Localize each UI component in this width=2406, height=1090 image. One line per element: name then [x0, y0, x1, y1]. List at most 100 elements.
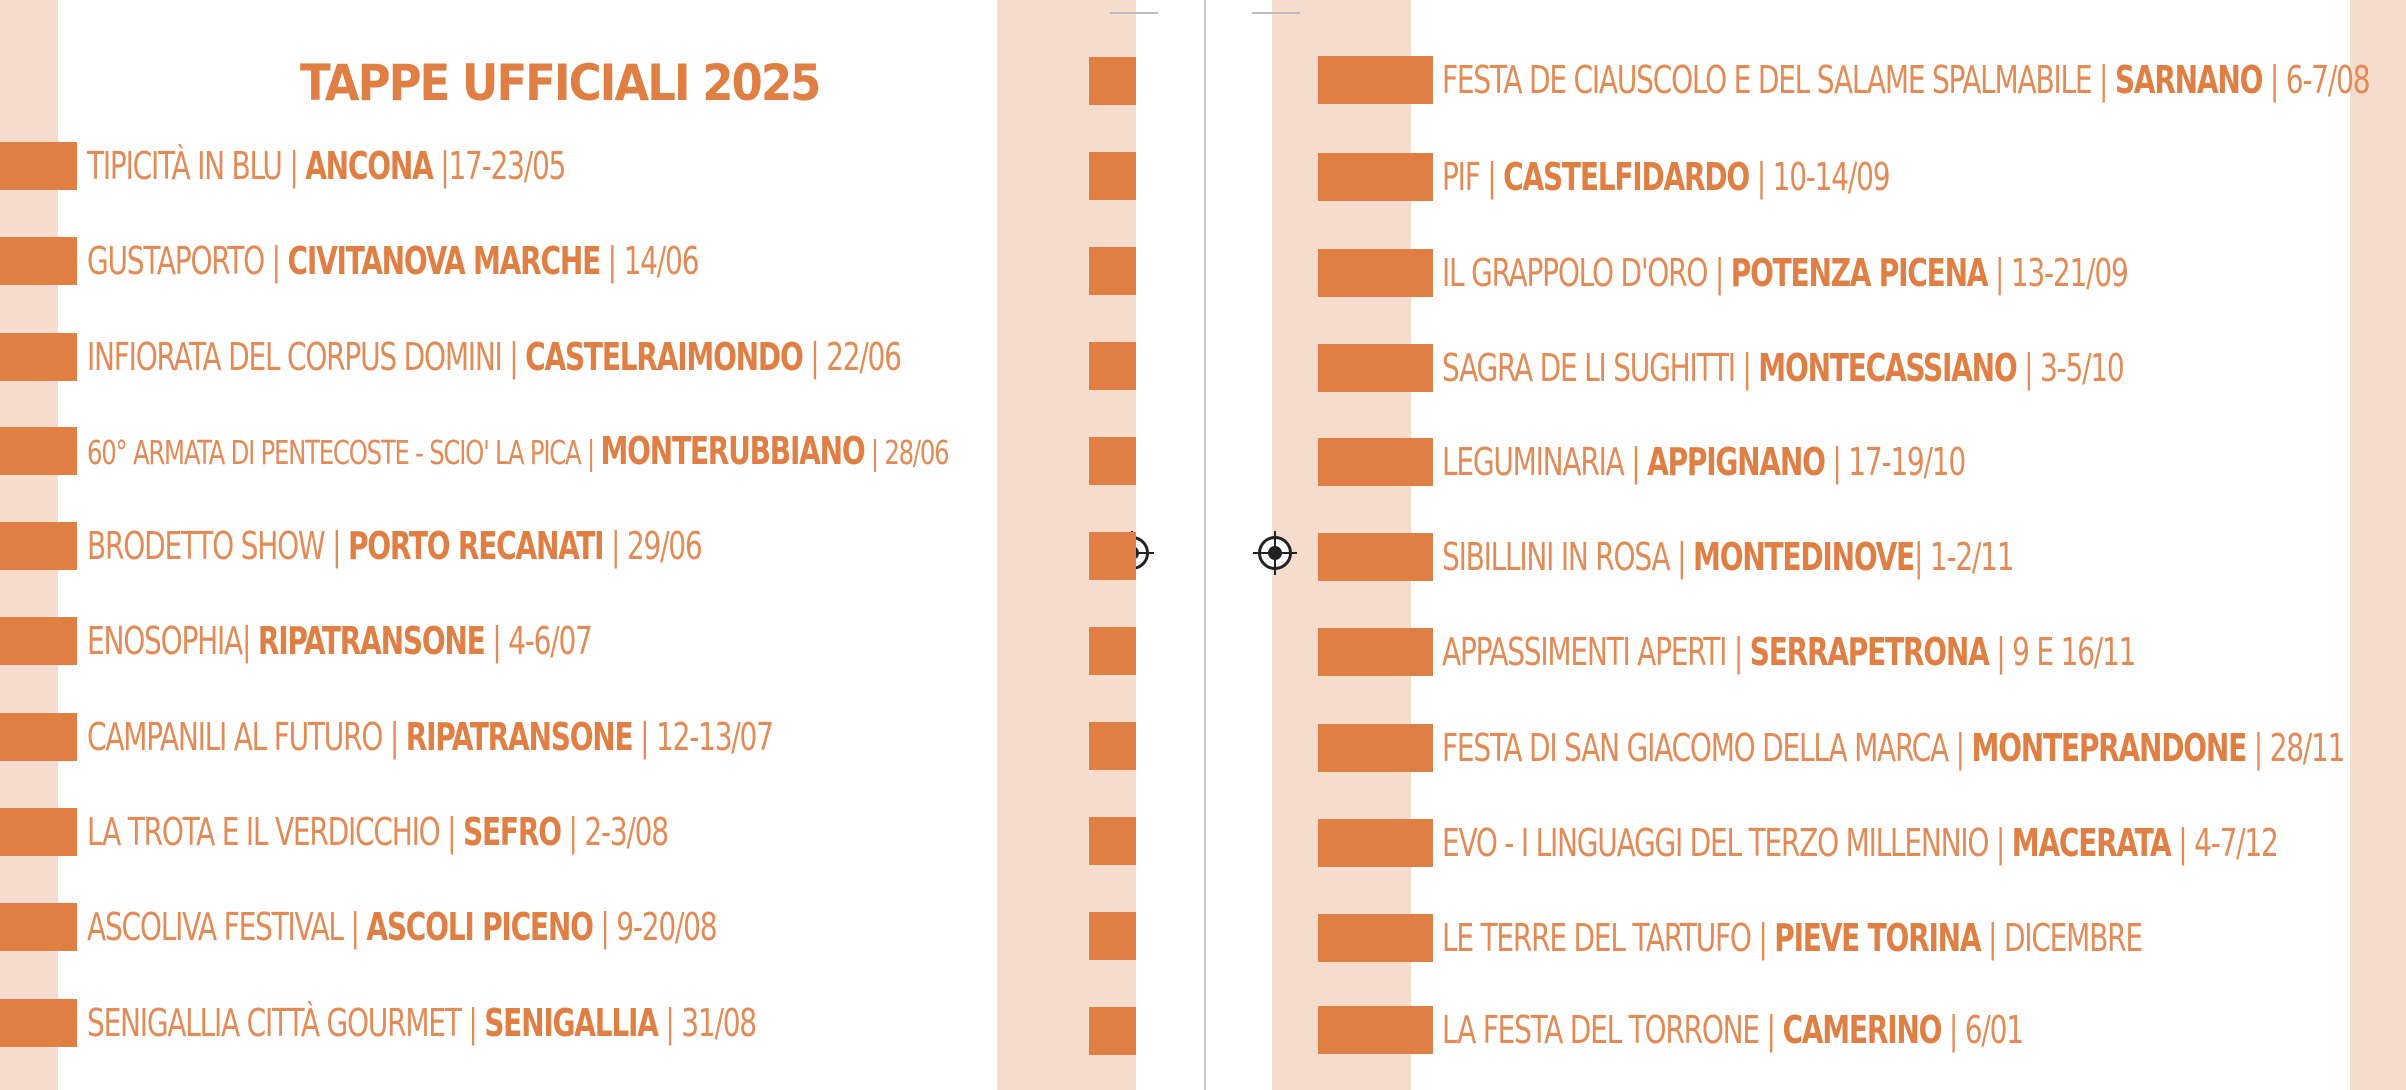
event-city: SERRAPETRONA	[1749, 630, 1990, 674]
event-date: | 12-13/07	[632, 715, 774, 759]
bullet-tab	[0, 808, 77, 856]
spine-tab	[1089, 437, 1136, 485]
event-date: | 4-7/12	[2170, 821, 2279, 865]
spine-tab	[1089, 342, 1136, 390]
bullet-tab	[0, 427, 77, 475]
event-city: SENIGALLIA	[484, 1001, 659, 1045]
event-city: RIPATRANSONE	[257, 619, 486, 663]
bullet-tab	[1318, 438, 1433, 486]
event-date: | 9-20/08	[592, 905, 717, 949]
event-city: MONTEPRANDONE	[1971, 726, 2248, 770]
event-date: | 28/11	[2246, 726, 2346, 770]
event-date: |17-23/05	[432, 144, 566, 188]
event-city: APPIGNANO	[1647, 440, 1826, 484]
event-date: | 28/06	[864, 433, 950, 472]
event-date: | 9 E 16/11	[1988, 630, 2136, 674]
event-item: PIF | CASTELFIDARDO | 10-14/09	[1442, 147, 1891, 207]
bullet-tab	[1318, 1006, 1433, 1054]
event-city: CIVITANOVA MARCHE	[287, 239, 602, 283]
page-divider	[1204, 0, 1206, 1090]
event-city: MACERATA	[2011, 821, 2172, 865]
bullet-tab	[1318, 724, 1433, 772]
spine-tab	[1089, 247, 1136, 295]
bullet-tab	[0, 617, 77, 665]
event-name: EVO - I LINGUAGGI DEL TERZO MILLENNIO |	[1442, 821, 2012, 865]
event-date: | DICEMBRE	[1980, 916, 2143, 960]
event-city: MONTERUBBIANO	[600, 429, 865, 473]
bullet-tab	[0, 713, 77, 761]
event-city: POTENZA PICENA	[1730, 251, 1989, 295]
event-name: PIF |	[1442, 155, 1504, 199]
event-date: | 31/08	[657, 1001, 757, 1045]
event-item: EVO - I LINGUAGGI DEL TERZO MILLENNIO | …	[1442, 813, 2279, 873]
event-item: LEGUMINARIA | APPIGNANO | 17-19/10	[1442, 432, 1966, 492]
event-name: SENIGALLIA CITTÀ GOURMET |	[87, 1001, 485, 1045]
bullet-tab	[1318, 56, 1433, 104]
right-edge-band	[2350, 0, 2406, 1090]
event-name: TIPICITÀ IN BLU |	[87, 144, 306, 188]
spine-tab	[1089, 722, 1136, 770]
page-title: TAPPE UFFICIALI 2025	[300, 54, 821, 112]
spine-tab	[1089, 817, 1136, 865]
event-name: LA FESTA DEL TORRONE |	[1442, 1008, 1783, 1052]
event-date: | 3-5/10	[2016, 346, 2125, 390]
event-item: TIPICITÀ IN BLU | ANCONA |17-23/05	[87, 136, 566, 196]
event-item: 60° ARMATA DI PENTECOSTE - SCIO' LA PICA…	[87, 421, 950, 481]
event-item: LA FESTA DEL TORRONE | CAMERINO | 6/01	[1442, 1000, 2024, 1060]
event-name: FESTA DE CIAUSCOLO E DEL SALAME SPALMABI…	[1442, 58, 2115, 102]
bullet-tab	[0, 142, 77, 190]
event-date: | 14/06	[600, 239, 700, 283]
event-name: FESTA DI SAN GIACOMO DELLA MARCA |	[1442, 726, 1972, 770]
event-date: | 13-21/09	[1987, 251, 2129, 295]
event-date: | 1-2/11	[1913, 535, 2015, 579]
event-name: LEGUMINARIA |	[1442, 440, 1648, 484]
event-date: | 6/01	[1941, 1008, 2024, 1052]
bullet-tab	[0, 903, 77, 951]
event-name: GUSTAPORTO |	[87, 239, 288, 283]
event-date: | 17-19/10	[1824, 440, 1966, 484]
event-city: SEFRO	[463, 810, 562, 854]
event-city: MONTECASSIANO	[1758, 346, 2017, 390]
event-date: | 10-14/09	[1749, 155, 1891, 199]
event-city: RIPATRANSONE	[405, 715, 634, 759]
event-item: BRODETTO SHOW | PORTO RECANATI | 29/06	[87, 516, 703, 576]
event-date: | 4-6/07	[484, 619, 593, 663]
event-city: PORTO RECANATI	[347, 524, 605, 568]
bullet-tab	[1318, 819, 1433, 867]
spine-tab	[1089, 1007, 1136, 1055]
bullet-tab	[0, 999, 77, 1047]
event-name: ENOSOPHIA|	[87, 619, 258, 663]
event-name: BRODETTO SHOW |	[87, 524, 348, 568]
bullet-tab	[1318, 628, 1433, 676]
event-date: | 22/06	[802, 335, 902, 379]
event-item: ENOSOPHIA| RIPATRANSONE | 4-6/07	[87, 611, 593, 671]
event-item: CAMPANILI AL FUTURO | RIPATRANSONE | 12-…	[87, 707, 774, 767]
spine-tab	[1089, 57, 1136, 105]
spine-tab	[1089, 627, 1136, 675]
bullet-tab	[1318, 533, 1433, 581]
event-item: FESTA DE CIAUSCOLO E DEL SALAME SPALMABI…	[1442, 50, 2371, 110]
event-name: 60° ARMATA DI PENTECOSTE - SCIO' LA PICA…	[87, 433, 601, 472]
event-item: SAGRA DE LI SUGHITTI | MONTECASSIANO | 3…	[1442, 338, 2125, 398]
event-item: SIBILLINI IN ROSA | MONTEDINOVE| 1-2/11	[1442, 527, 2015, 587]
event-item: IL GRAPPOLO D'ORO | POTENZA PICENA | 13-…	[1442, 243, 2129, 303]
event-date: | 2-3/08	[560, 810, 669, 854]
event-name: APPASSIMENTI APERTI |	[1442, 630, 1750, 674]
event-name: INFIORATA DEL CORPUS DOMINI |	[87, 335, 526, 379]
bullet-tab	[1318, 153, 1433, 201]
bullet-tab	[0, 522, 77, 570]
event-item: ASCOLIVA FESTIVAL | ASCOLI PICENO | 9-20…	[87, 897, 718, 957]
event-item: LE TERRE DEL TARTUFO | PIEVE TORINA | DI…	[1442, 908, 2143, 968]
event-city: ANCONA	[305, 144, 434, 188]
event-name: IL GRAPPOLO D'ORO |	[1442, 251, 1731, 295]
event-name: SAGRA DE LI SUGHITTI |	[1442, 346, 1759, 390]
crop-mark-right	[1252, 12, 1300, 14]
event-city: PIEVE TORINA	[1774, 916, 1981, 960]
event-name: LA TROTA E IL VERDICCHIO |	[87, 810, 464, 854]
event-date: | 29/06	[603, 524, 703, 568]
bullet-tab	[1318, 914, 1433, 962]
event-city: SARNANO	[2114, 58, 2264, 102]
event-name: CAMPANILI AL FUTURO |	[87, 715, 406, 759]
event-city: CASTELRAIMONDO	[525, 335, 804, 379]
crop-mark-left	[1110, 12, 1158, 14]
